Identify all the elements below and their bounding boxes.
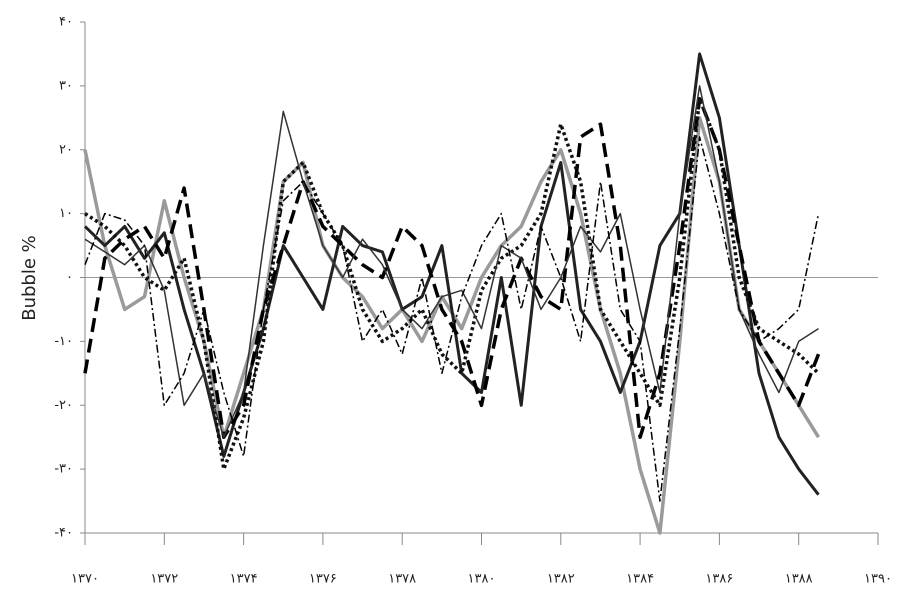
x-tick-label: ۱۳۸۶ — [705, 572, 733, 587]
page: Bubble % ۴۰ ۳۰ ۲۰ ۱۰ ۰ -۱۰ -۲۰ -۳۰ -۴۰ ۱۳۷۰ ۱۳۷۲ ۱۳… — [0, 0, 899, 596]
x-tick-label: ۱۳۷۸ — [388, 572, 416, 587]
y-tick-label: -۳۰ — [54, 462, 73, 477]
y-tick-label: ۴۰ — [59, 15, 73, 30]
x-tick-label: ۱۳۸۴ — [626, 572, 654, 587]
x-tick-label: ۱۳۷۲ — [150, 572, 178, 587]
x-tick-label: ۱۳۸۲ — [547, 572, 575, 587]
x-tick-label: ۱۳۷۰ — [71, 572, 99, 587]
x-tick-label: ۱۳۸۰ — [468, 572, 496, 587]
y-tick-label: ۰ — [66, 270, 73, 285]
x-tick-label: ۱۳۷۶ — [309, 572, 337, 587]
chart: Bubble % ۴۰ ۳۰ ۲۰ ۱۰ ۰ -۱۰ -۲۰ -۳۰ -۴۰ ۱۳۷۰ ۱۳۷۲ ۱۳… — [0, 0, 899, 596]
series-line — [85, 99, 819, 469]
series-line — [85, 137, 819, 501]
y-tick-label: -۴۰ — [54, 526, 73, 541]
y-tick-label: -۲۰ — [54, 398, 73, 413]
y-tick-label: ۱۰ — [59, 206, 73, 221]
x-tick-label: ۱۳۸۸ — [785, 572, 813, 587]
y-axis-label: Bubble % — [19, 235, 40, 321]
x-tick-label: ۱۳۹۰ — [864, 572, 892, 587]
y-tick-label: ۳۰ — [59, 78, 73, 93]
series-line — [85, 86, 819, 437]
x-tick-label: ۱۳۷۴ — [230, 572, 258, 587]
y-tick-label: ۲۰ — [59, 142, 73, 157]
y-tick-label: -۱۰ — [54, 334, 73, 349]
